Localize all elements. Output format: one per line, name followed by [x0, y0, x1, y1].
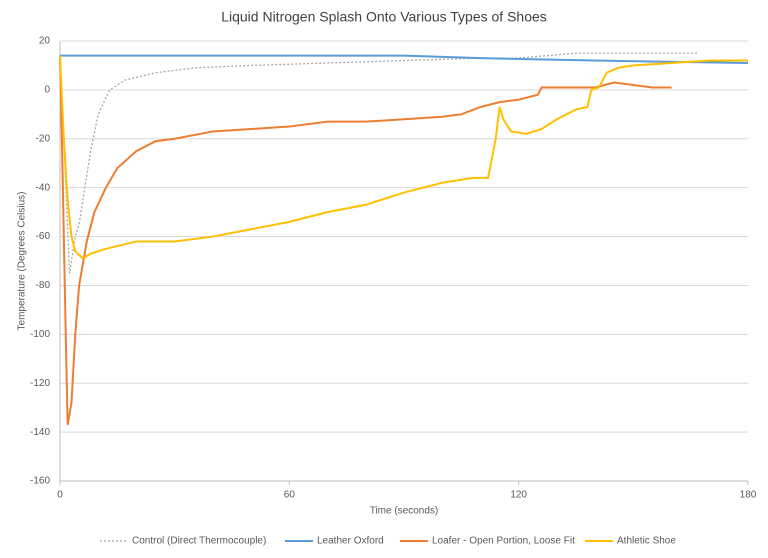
- y-tick-label: -160: [30, 476, 50, 487]
- y-tick-label: 20: [39, 36, 51, 47]
- x-axis-label: Time (seconds): [370, 506, 439, 517]
- chart-title: Liquid Nitrogen Splash Onto Various Type…: [221, 9, 547, 25]
- x-tick-label: 180: [740, 490, 757, 501]
- x-tick-label: 60: [284, 490, 296, 501]
- y-tick-label: -20: [36, 133, 51, 144]
- y-tick-label: -100: [30, 329, 50, 340]
- legend-label: Athletic Shoe: [617, 536, 676, 547]
- series-line: [59, 55, 748, 260]
- y-tick-label: -120: [30, 378, 50, 389]
- legend-label: Control (Direct Thermocouple): [132, 536, 266, 547]
- series-line: [60, 54, 749, 64]
- legend-label: Leather Oxford: [317, 536, 384, 547]
- y-tick-label: -60: [36, 231, 51, 242]
- x-tick-label: 0: [57, 490, 63, 501]
- y-tick-label: -80: [36, 280, 51, 291]
- legend-label: Loafer - Open Portion, Loose Fit: [432, 536, 575, 547]
- x-tick-label: 120: [510, 490, 527, 501]
- y-tick-label: 0: [44, 85, 50, 96]
- series-line: [59, 55, 672, 425]
- y-axis-label: Temperature (Degrees Celsius): [17, 192, 28, 331]
- y-tick-label: -140: [30, 427, 50, 438]
- y-tick-label: -40: [36, 182, 51, 193]
